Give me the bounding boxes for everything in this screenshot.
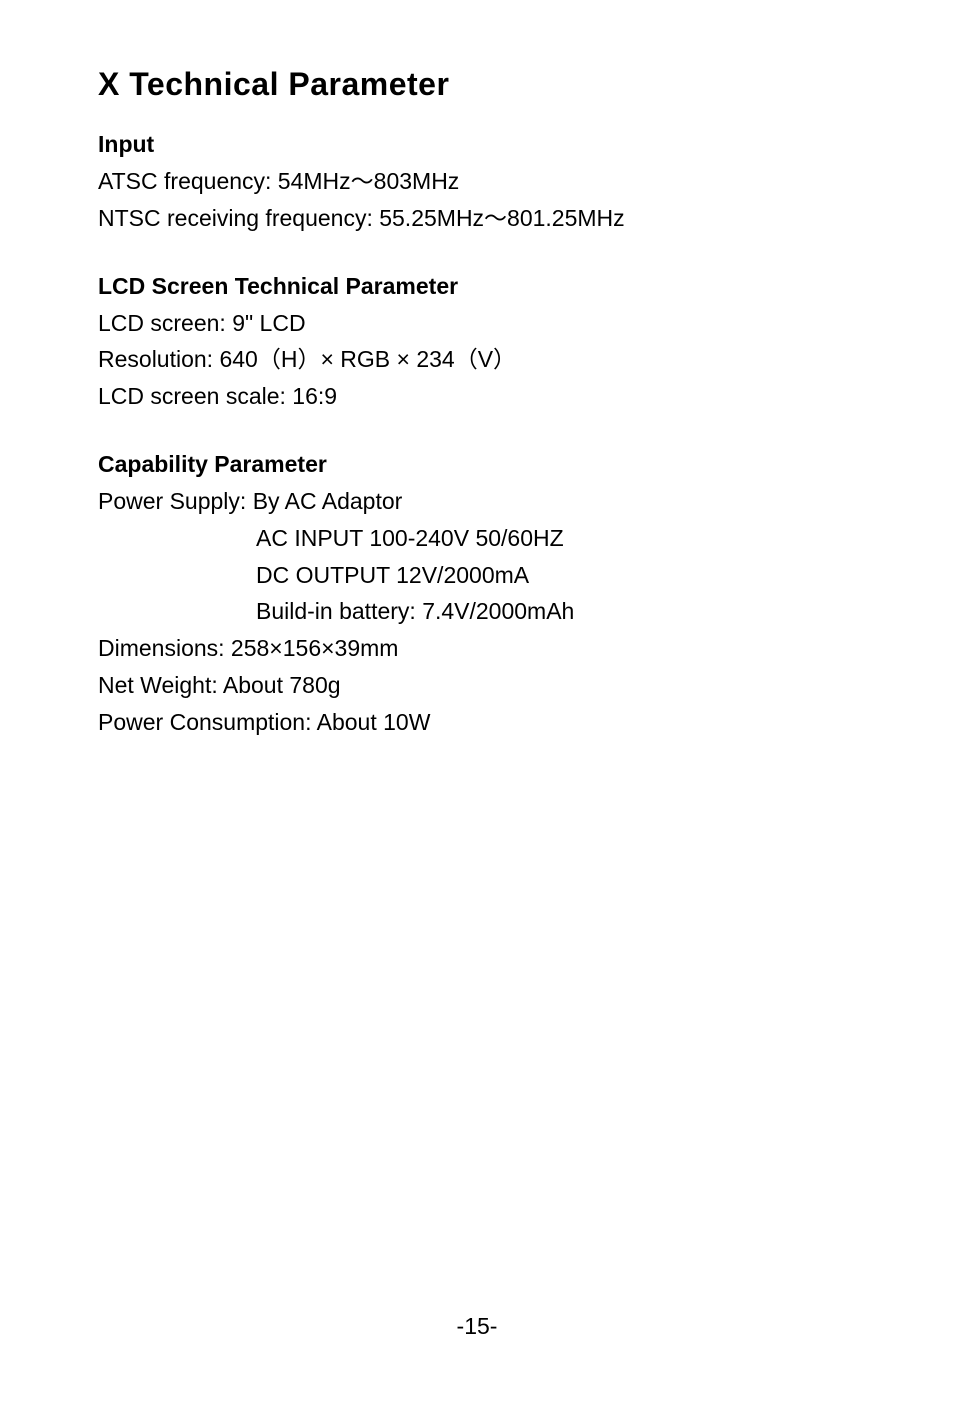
page-number: -15-	[0, 1313, 954, 1340]
heading-capability: Capability Parameter	[98, 451, 856, 478]
text-line: LCD screen scale: 16:9	[98, 378, 856, 415]
text-line: Power Consumption: About 10W	[98, 704, 856, 741]
page-title: X Technical Parameter	[98, 66, 856, 103]
text-line: NTSC receiving frequency: 55.25MHz～801.2…	[98, 200, 856, 237]
text-line: LCD screen: 9" LCD	[98, 305, 856, 342]
section-input: Input ATSC frequency: 54MHz～803MHz NTSC …	[98, 131, 856, 237]
section-capability: Capability Parameter Power Supply: By AC…	[98, 451, 856, 741]
section-lcd: LCD Screen Technical Parameter LCD scree…	[98, 273, 856, 415]
heading-input: Input	[98, 131, 856, 158]
text-line: Resolution: 640（H）× RGB × 234（V）	[98, 341, 856, 378]
text-line: AC INPUT 100-240V 50/60HZ	[98, 520, 856, 557]
text-line: Dimensions: 258×156×39mm	[98, 630, 856, 667]
text-line: Net Weight: About 780g	[98, 667, 856, 704]
text-line: Build-in battery: 7.4V/2000mAh	[98, 593, 856, 630]
text-line: Power Supply: By AC Adaptor	[98, 483, 856, 520]
heading-lcd: LCD Screen Technical Parameter	[98, 273, 856, 300]
text-line: DC OUTPUT 12V/2000mA	[98, 557, 856, 594]
text-line: ATSC frequency: 54MHz～803MHz	[98, 163, 856, 200]
